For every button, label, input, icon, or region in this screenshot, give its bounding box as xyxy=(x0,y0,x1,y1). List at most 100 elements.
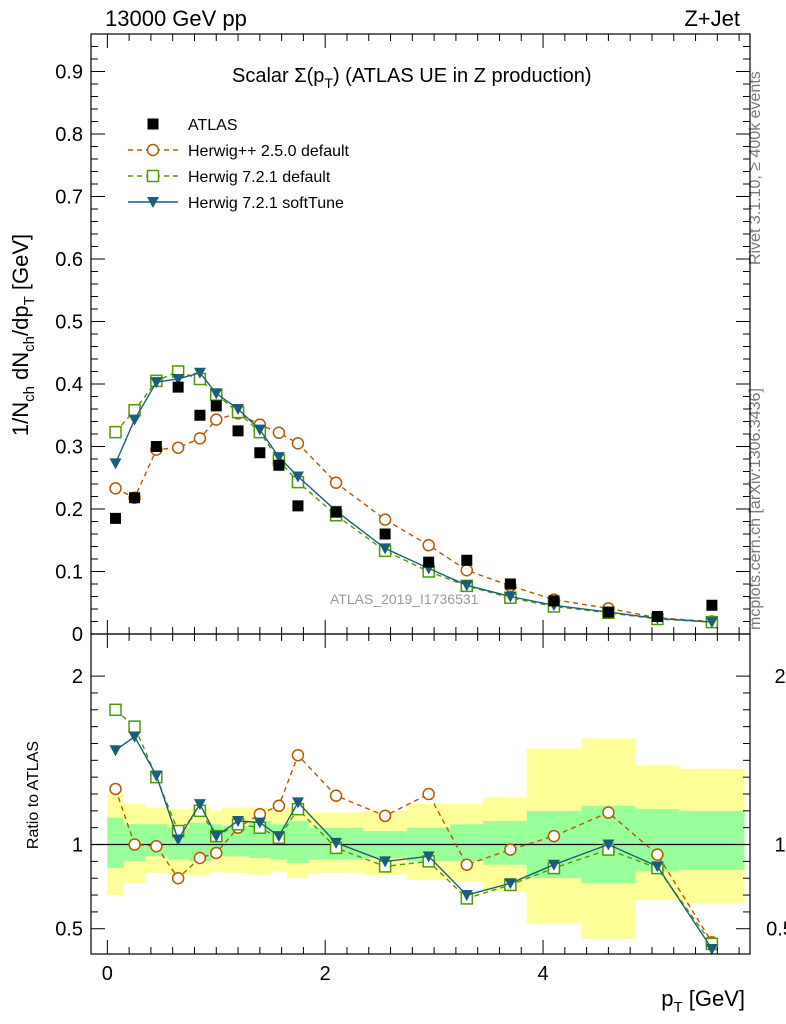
ratio-point xyxy=(422,851,435,863)
main-point xyxy=(232,425,244,437)
main-point xyxy=(150,377,163,389)
rivet-version-text: Rivet 3.1.10, ≥ 400k events xyxy=(747,71,764,265)
ratio-point xyxy=(272,799,286,813)
header-left: 13000 GeV pp xyxy=(105,6,247,31)
ratio-point xyxy=(547,829,561,843)
main-y-tick-label: 0.9 xyxy=(55,62,83,84)
ratio-point xyxy=(547,859,560,871)
ratio-band-inner xyxy=(107,817,124,869)
ratio-y-tick-label-right: 0.5 xyxy=(766,919,786,941)
ratio-band-inner xyxy=(450,824,484,862)
main-point xyxy=(193,367,206,379)
main-point xyxy=(129,492,141,504)
ratio-point xyxy=(150,839,163,853)
main-point xyxy=(171,441,185,454)
ratio-point xyxy=(504,878,517,890)
ratio-point xyxy=(422,787,435,801)
ratio-point xyxy=(150,770,163,782)
main-y-tick-label: 0.8 xyxy=(55,124,83,146)
main-point xyxy=(254,447,266,459)
main-point xyxy=(150,441,162,452)
ratio-point xyxy=(602,839,615,851)
ratio-point xyxy=(109,703,122,717)
main-point xyxy=(504,591,517,603)
ratio-point xyxy=(193,851,207,865)
ratio-point xyxy=(128,838,141,851)
ratio-point xyxy=(193,799,206,811)
main-point xyxy=(172,374,185,385)
main-point xyxy=(109,425,122,439)
main-point xyxy=(461,554,473,566)
main-y-axis-label: 1/Nch dNch/dpT [GeV] xyxy=(8,234,38,436)
ratio-band-inner xyxy=(483,820,527,865)
main-point xyxy=(109,458,122,470)
ratio-point xyxy=(109,745,122,757)
main-point xyxy=(379,543,392,555)
ratio-point xyxy=(128,731,141,743)
main-point xyxy=(109,482,122,495)
main-point xyxy=(210,413,223,426)
ratio-point xyxy=(460,858,474,871)
ratio-y-axis-label: Ratio to ATLAS xyxy=(25,741,42,849)
main-point xyxy=(210,388,223,400)
ratio-band-inner xyxy=(679,810,745,870)
ratio-point xyxy=(253,817,266,829)
main-point xyxy=(273,459,285,471)
ratio-point xyxy=(172,834,185,846)
legend-label: Herwig 7.2.1 softTune xyxy=(188,195,344,212)
ratio-point xyxy=(504,843,517,856)
main-title: Scalar Σ(pT) (ATLAS UE in Z production) xyxy=(232,65,592,91)
main-point xyxy=(651,611,663,622)
main-point xyxy=(232,404,245,415)
main-point xyxy=(210,400,222,412)
main-point xyxy=(460,580,473,592)
legend-label: ATLAS xyxy=(188,117,238,134)
main-y-tick-label: 0.4 xyxy=(55,374,83,396)
main-point xyxy=(330,506,342,518)
main-point xyxy=(128,414,141,426)
main-point xyxy=(292,500,304,512)
main-point xyxy=(602,606,614,618)
main-point xyxy=(110,512,122,524)
main-y-tick-label: 0.2 xyxy=(55,499,83,521)
analysis-label: ATLAS_2019_I1736531 xyxy=(330,591,479,607)
ratio-point xyxy=(379,856,392,868)
ratio-plot xyxy=(109,703,719,955)
axes: 0 0.1 0.2 0.3 0.4 0.5 0.6 0.7 0.8 0.9 0.5 0.5 1 1 2 2 0 2… xyxy=(55,34,786,985)
main-point xyxy=(705,617,718,629)
legend-marker xyxy=(147,197,159,208)
ratio-point xyxy=(128,720,141,733)
main-point xyxy=(291,471,304,483)
main-point xyxy=(329,476,343,489)
main-point xyxy=(378,513,392,526)
ratio-y-tick-label-right: 1 xyxy=(774,835,785,857)
main-point xyxy=(706,599,718,611)
main-series xyxy=(109,367,718,629)
ratio-point xyxy=(210,831,223,843)
ratio-y-tick-label: 2 xyxy=(72,666,83,688)
x-tick-label: 2 xyxy=(320,963,331,985)
ratio-y-tick-label: 1 xyxy=(72,835,83,857)
ratio-point xyxy=(651,848,664,861)
ratio-y-tick-label: 0.5 xyxy=(55,919,83,941)
main-point xyxy=(272,452,285,464)
ratio-point xyxy=(460,890,473,902)
main-y-tick-label: 0.6 xyxy=(55,249,83,271)
main-point xyxy=(504,578,516,590)
ratio-band-inner xyxy=(287,820,309,864)
legend-marker xyxy=(146,169,160,183)
ratio-band-inner xyxy=(635,809,680,872)
main-y-tick-label: 0.3 xyxy=(55,437,83,459)
ratio-point xyxy=(210,846,223,860)
header-right: Z+Jet xyxy=(684,6,740,31)
ratio-y-tick-label-right: 2 xyxy=(774,666,785,688)
main-series xyxy=(110,381,718,622)
ratio-point xyxy=(232,815,245,827)
main-point xyxy=(272,426,286,439)
x-axis-label: pT [GeV] xyxy=(661,986,745,1016)
main-point xyxy=(291,437,305,450)
main-y-tick-label: 0 xyxy=(72,624,83,646)
ratio-point xyxy=(171,871,185,885)
ratio-point xyxy=(109,782,122,796)
